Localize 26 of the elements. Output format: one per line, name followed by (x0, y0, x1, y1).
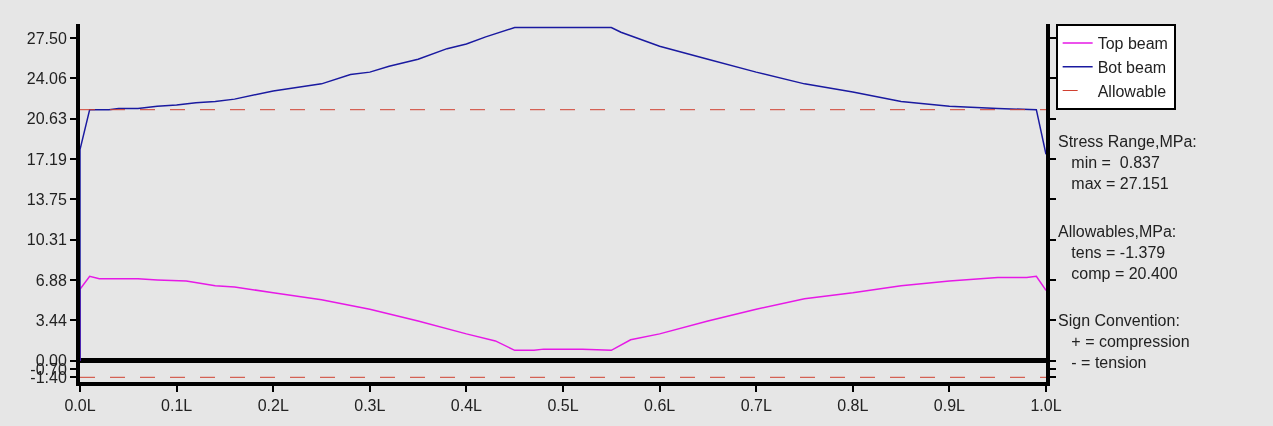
y-tick-label: 27.50 (26, 29, 67, 47)
text: Sign Convention: + = compression - = tension (1058, 312, 1190, 371)
x-tick-label: 0.1L (161, 397, 193, 415)
x-tick-label: 0.6L (644, 397, 676, 415)
x-tick-label: 0.2L (257, 397, 289, 415)
x-tick-label: 0.8L (837, 397, 869, 415)
y-tick-label: 6.88 (35, 271, 67, 289)
x-tick-label: 0.9L (933, 397, 966, 415)
legend-label: Allowable (1097, 82, 1167, 100)
x-tick-label: 0.4L (450, 397, 483, 415)
x-tick-label: 1.0L (1030, 397, 1062, 415)
text: Allowables,MPa: tens = -1.379 comp = 20.400 (1058, 223, 1178, 282)
y-tick-label: 13.75 (26, 191, 67, 209)
line-series (80, 26, 1046, 362)
text: Stress Range,MPa: min = 0.837 max = 27.151 (1058, 133, 1197, 192)
x-tick-label: 0.7L (740, 397, 772, 415)
x-tick-label: 0.0L (64, 397, 96, 415)
y-tick-label: 20.63 (26, 110, 67, 128)
legend-label: Bot beam (1097, 58, 1167, 76)
x-tick-label: 0.3L (354, 397, 386, 415)
y-tick-label: 24.06 (26, 70, 67, 88)
x-tick-label: 0.5L (547, 397, 579, 415)
y-tick-label: 10.31 (26, 231, 67, 249)
y-tick-label: 3.44 (35, 312, 67, 330)
legend-label: Top beam (1097, 35, 1168, 53)
y-tick-label: 17.19 (26, 150, 67, 168)
